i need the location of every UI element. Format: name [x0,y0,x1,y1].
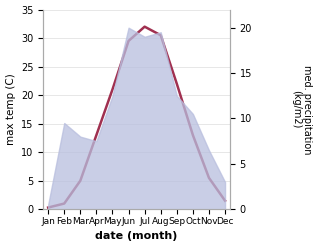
Y-axis label: med. precipitation
(kg/m2): med. precipitation (kg/m2) [291,65,313,154]
Y-axis label: max temp (C): max temp (C) [5,74,16,145]
X-axis label: date (month): date (month) [95,231,178,242]
